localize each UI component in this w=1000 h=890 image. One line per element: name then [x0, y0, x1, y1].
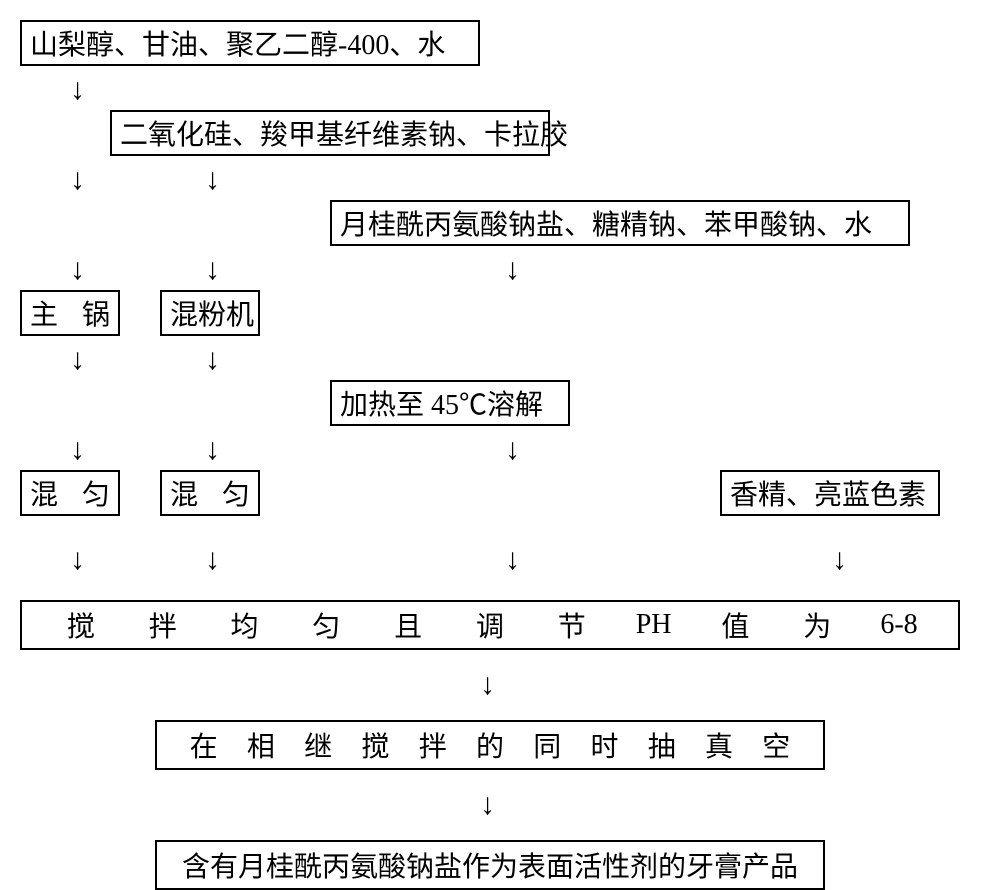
- char: 锅: [82, 293, 110, 333]
- down-arrow-icon: ↓: [70, 75, 85, 105]
- node-heat-dissolve: 加热至 45℃溶解: [330, 380, 570, 426]
- node-label: 二氧化硅、羧甲基纤维素钠、卡拉胶: [120, 113, 568, 153]
- char: 值: [695, 605, 777, 645]
- node-label: 含有月桂酰丙氨酸钠盐作为表面活性剂的牙膏产品: [182, 845, 798, 885]
- node-product: 含有月桂酰丙氨酸钠盐作为表面活性剂的牙膏产品: [155, 840, 825, 890]
- char: 匀: [82, 473, 110, 513]
- char: 混: [30, 473, 58, 513]
- down-arrow-icon: ↓: [205, 165, 220, 195]
- char: 拌: [122, 605, 204, 645]
- flowchart-canvas: 山梨醇、甘油、聚乙二醇-400、水 二氧化硅、羧甲基纤维素钠、卡拉胶 月桂酰丙氨…: [20, 20, 980, 869]
- char: 为: [776, 605, 858, 645]
- node-label: 香精、亮蓝色素: [730, 473, 926, 513]
- char: 6-8: [858, 609, 940, 641]
- char: PH: [613, 609, 695, 641]
- node-label: 月桂酰丙氨酸钠盐、糖精钠、苯甲酸钠、水: [340, 203, 872, 243]
- char: 拌: [404, 725, 461, 765]
- node-stir-vacuum: 在相继搅拌的同时抽真空: [155, 720, 825, 770]
- node-flavor-pigment: 香精、亮蓝色素: [720, 470, 940, 516]
- node-mix-1: 混 匀: [20, 470, 120, 516]
- node-label: 山梨醇、甘油、聚乙二醇-400、水: [30, 23, 445, 63]
- char: 搅: [347, 725, 404, 765]
- char: 调: [449, 605, 531, 645]
- char: 抽: [633, 725, 690, 765]
- node-stir-ph: 搅拌均匀且调节PH值为6-8: [20, 600, 960, 650]
- char: 的: [461, 725, 518, 765]
- down-arrow-icon: ↓: [205, 255, 220, 285]
- char: 时: [576, 725, 633, 765]
- down-arrow-icon: ↓: [505, 435, 520, 465]
- down-arrow-icon: ↓: [205, 435, 220, 465]
- down-arrow-icon: ↓: [70, 165, 85, 195]
- down-arrow-icon: ↓: [505, 255, 520, 285]
- char: 且: [367, 605, 449, 645]
- char: 匀: [285, 605, 367, 645]
- down-arrow-icon: ↓: [480, 790, 495, 820]
- down-arrow-icon: ↓: [70, 345, 85, 375]
- char: 相: [232, 725, 289, 765]
- down-arrow-icon: ↓: [205, 345, 220, 375]
- char: 节: [531, 605, 613, 645]
- down-arrow-icon: ↓: [505, 545, 520, 575]
- down-arrow-icon: ↓: [70, 435, 85, 465]
- down-arrow-icon: ↓: [205, 545, 220, 575]
- node-main-pot: 主 锅: [20, 290, 120, 336]
- node-ingredients-1: 山梨醇、甘油、聚乙二醇-400、水: [20, 20, 480, 66]
- down-arrow-icon: ↓: [480, 670, 495, 700]
- node-ingredients-3: 月桂酰丙氨酸钠盐、糖精钠、苯甲酸钠、水: [330, 200, 910, 246]
- char: 混: [170, 473, 198, 513]
- down-arrow-icon: ↓: [70, 255, 85, 285]
- char: 真: [690, 725, 747, 765]
- char: 匀: [222, 473, 250, 513]
- char: 空: [748, 725, 805, 765]
- char: 在: [175, 725, 232, 765]
- char: 主: [30, 293, 58, 333]
- node-label: 混粉机: [170, 293, 254, 333]
- char: 搅: [40, 605, 122, 645]
- node-label: 加热至 45℃溶解: [340, 383, 543, 423]
- node-powder-mixer: 混粉机: [160, 290, 260, 336]
- down-arrow-icon: ↓: [70, 545, 85, 575]
- char: 同: [519, 725, 576, 765]
- char: 继: [290, 725, 347, 765]
- down-arrow-icon: ↓: [832, 545, 847, 575]
- node-ingredients-2: 二氧化硅、羧甲基纤维素钠、卡拉胶: [110, 110, 550, 156]
- node-mix-2: 混 匀: [160, 470, 260, 516]
- char: 均: [204, 605, 286, 645]
